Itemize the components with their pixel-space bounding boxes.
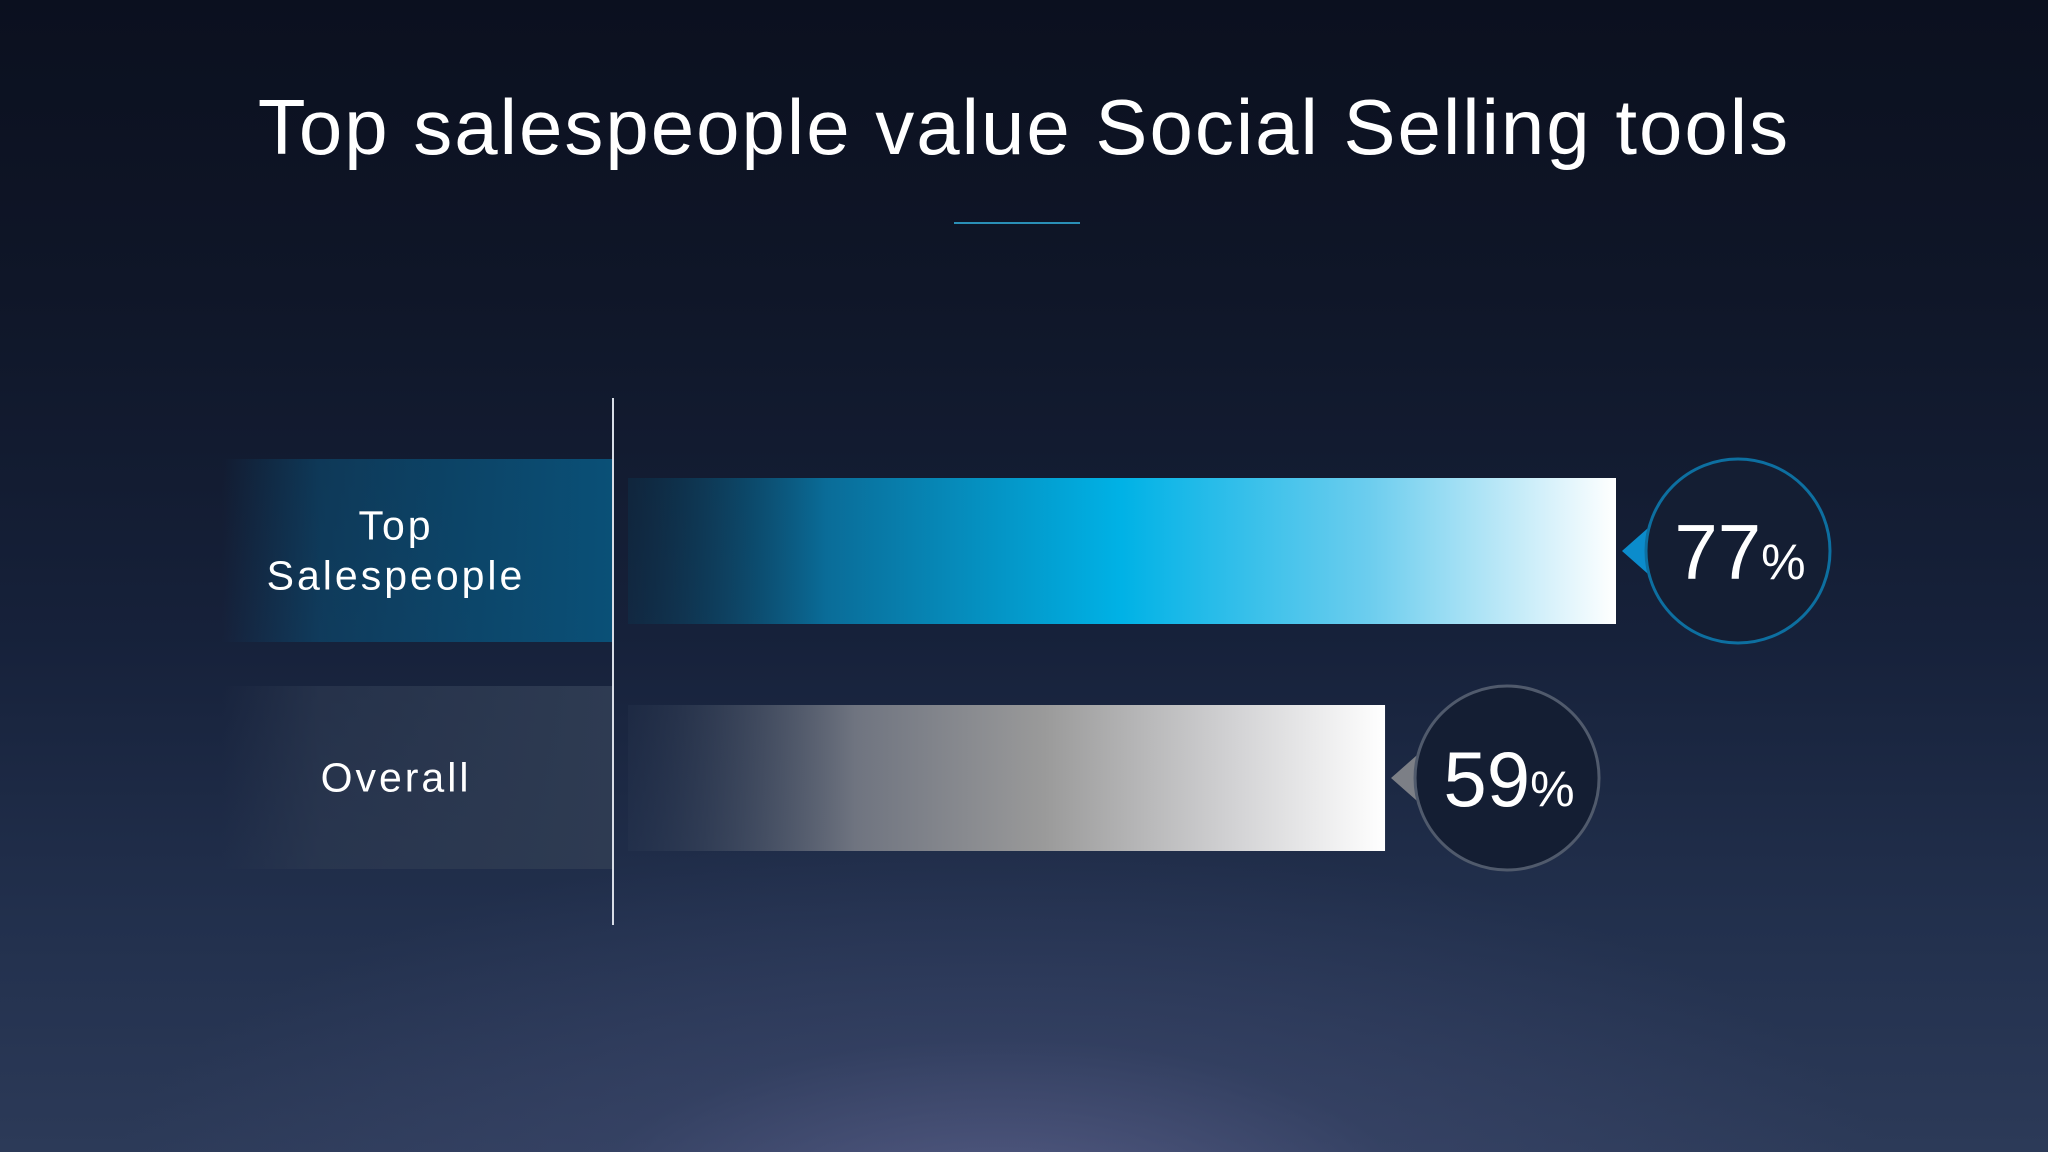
category-label-line: Top [358,503,433,549]
data-label-unit-overall: % [1530,761,1574,817]
data-label-number-overall: 59 [1443,735,1530,823]
category-label-overall: Overall [321,755,472,801]
category-panel-top-salespeople [222,459,613,642]
category-label-line: Salespeople [267,553,526,599]
data-label-top-salespeople: 77% [1674,508,1805,596]
data-label-number-top-salespeople: 77 [1674,508,1761,596]
category-panel-overall [222,686,613,869]
chart-title: Top salespeople value Social Selling too… [257,83,1791,171]
value-bubble-overall [1413,684,1601,872]
bar-top-salespeople [628,478,1616,624]
category-label-top-salespeople: Top Salespeople [267,503,526,599]
bar-overall [628,705,1386,851]
data-label-overall: 59% [1443,735,1574,823]
title-divider [954,222,1080,224]
value-bubble-top-salespeople [1644,457,1832,645]
data-label-unit-top-salespeople: % [1761,534,1805,590]
category-label-line: Overall [321,755,472,801]
